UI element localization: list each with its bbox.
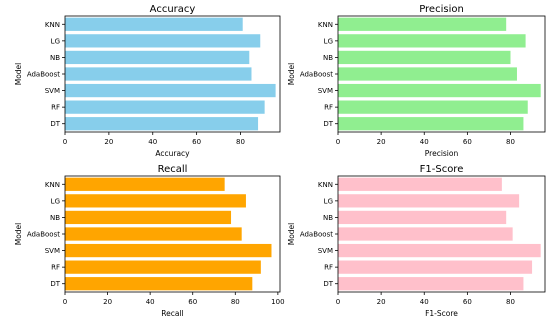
x-axis-label: F1-Score	[425, 309, 458, 318]
bar-dt	[338, 117, 524, 131]
y-axis-label: Model	[287, 63, 296, 86]
bar-rf	[338, 260, 533, 274]
y-tick-label: RF	[51, 264, 60, 272]
y-tick-label: NB	[50, 54, 60, 62]
bar-knn	[338, 177, 502, 191]
bar-lg	[65, 34, 261, 48]
x-tick-label: 80	[506, 298, 515, 306]
y-tick-label: LG	[51, 37, 60, 45]
y-tick-label: KNN	[45, 21, 60, 29]
y-tick-label: KNN	[318, 181, 333, 189]
bar-adaboost	[338, 67, 517, 81]
x-tick-label: 20	[377, 138, 386, 146]
panel-recall: Recall KNN LG NB AdaBoost SVM RF DT 0 20 40 60 80 100…	[14, 164, 285, 318]
x-tick-label: 80	[231, 298, 240, 306]
x-tick-label: 60	[463, 298, 472, 306]
y-tick-label: KNN	[45, 181, 60, 189]
y-tick-label: LG	[324, 197, 333, 205]
x-tick-label: 60	[192, 138, 201, 146]
bar-rf	[65, 260, 261, 274]
plot-frame	[337, 15, 546, 133]
x-tick-label: 60	[188, 298, 197, 306]
bar-dt	[65, 277, 253, 291]
x-tick-label: 80	[506, 138, 515, 146]
bar-lg	[65, 194, 246, 208]
bar-svm	[65, 83, 276, 98]
bar-nb	[338, 50, 511, 65]
x-tick-label: 40	[148, 138, 157, 146]
x-tick-label: 80	[236, 138, 245, 146]
y-axis-label: Model	[14, 63, 23, 86]
bar-adaboost	[65, 227, 242, 241]
bar-svm	[338, 83, 541, 98]
x-tick-label: 40	[146, 298, 155, 306]
x-axis-label: Precision	[425, 149, 459, 158]
y-tick-label: LG	[324, 37, 333, 45]
x-axis-label: Accuracy	[155, 149, 190, 158]
y-tick-label: NB	[50, 214, 60, 222]
x-tick-label: 0	[336, 138, 340, 146]
plot-frame	[64, 15, 281, 133]
x-tick-label: 40	[420, 298, 429, 306]
bar-adaboost	[65, 67, 252, 81]
panel-f1-score: F1-Score KNN LG NB AdaBoost SVM RF DT 0 20 40 60 80 F…	[287, 164, 546, 318]
x-tick-label: 100	[271, 298, 284, 306]
x-tick-label: 20	[104, 138, 113, 146]
x-tick-label: 0	[336, 298, 340, 306]
y-tick-label: AdaBoost	[27, 71, 60, 79]
y-tick-label: RF	[324, 104, 333, 112]
bar-knn	[65, 177, 225, 191]
x-tick-label: 0	[63, 298, 67, 306]
chart-title: Precision	[419, 4, 464, 15]
bar-lg	[338, 194, 520, 208]
x-tick-label: 60	[463, 138, 472, 146]
panel-accuracy: Accuracy KNN LG NB AdaBoost SVM RF DT 0 20 40 60 80 A…	[14, 4, 281, 158]
y-tick-label: RF	[324, 264, 333, 272]
bar-rf	[65, 100, 265, 114]
y-tick-label: AdaBoost	[27, 231, 60, 239]
bar-nb	[65, 210, 232, 225]
chart-title: F1-Score	[420, 164, 464, 175]
y-axis-label: Model	[287, 223, 296, 246]
bar-lg	[338, 34, 526, 48]
x-tick-label: 20	[103, 298, 112, 306]
x-tick-label: 40	[420, 138, 429, 146]
y-tick-label: RF	[51, 104, 60, 112]
x-tick-label: 20	[377, 298, 386, 306]
bar-adaboost	[338, 227, 513, 241]
y-tick-label: DT	[323, 120, 333, 128]
x-tick-label: 0	[63, 138, 67, 146]
y-tick-label: AdaBoost	[300, 71, 333, 79]
y-tick-label: KNN	[318, 21, 333, 29]
bar-nb	[338, 210, 507, 225]
y-axis-label: Model	[14, 223, 23, 246]
bar-knn	[338, 17, 507, 31]
bar-svm	[65, 243, 272, 258]
y-tick-label: SVM	[318, 87, 333, 95]
y-tick-label: DT	[50, 120, 60, 128]
y-tick-label: LG	[51, 197, 60, 205]
chart-title: Recall	[158, 164, 188, 175]
plot-frame	[64, 175, 281, 293]
bar-dt	[338, 277, 524, 291]
bar-knn	[65, 17, 243, 31]
y-tick-label: NB	[323, 54, 333, 62]
bar-dt	[65, 117, 259, 131]
x-axis-label: Recall	[161, 309, 183, 318]
panel-precision: Precision KNN LG NB AdaBoost SVM RF DT 0 20 40 60 80…	[287, 4, 546, 158]
bar-rf	[338, 100, 528, 114]
plot-frame	[337, 175, 546, 293]
chart-title: Accuracy	[150, 4, 196, 15]
y-tick-label: DT	[50, 280, 60, 288]
y-tick-label: SVM	[45, 87, 60, 95]
bar-svm	[338, 243, 541, 258]
bar-nb	[65, 50, 250, 65]
y-tick-label: SVM	[318, 247, 333, 255]
y-tick-label: NB	[323, 214, 333, 222]
y-tick-label: AdaBoost	[300, 231, 333, 239]
y-tick-label: DT	[323, 280, 333, 288]
y-tick-label: SVM	[45, 247, 60, 255]
